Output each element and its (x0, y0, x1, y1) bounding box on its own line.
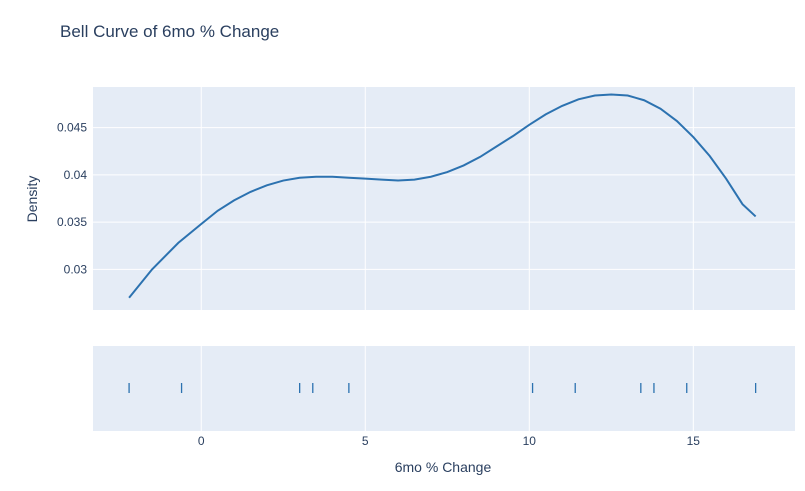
rug-marks (128, 383, 757, 393)
x-tick-label: 15 (687, 434, 701, 448)
y-tick-label: 0.03 (64, 262, 88, 276)
x-axis-ticks: 0 5 10 15 (198, 434, 700, 448)
x-tick-label: 0 (198, 434, 205, 448)
x-tick-label: 10 (523, 434, 537, 448)
y-axis-title: Density (24, 176, 40, 223)
density-plot-area (93, 87, 795, 310)
rug-plot-area (93, 346, 795, 431)
gridlines (93, 87, 795, 431)
density-curve (128, 93, 757, 299)
y-tick-label: 0.035 (57, 215, 87, 229)
y-tick-label: 0.04 (64, 168, 88, 182)
x-axis-title: 6mo % Change (395, 459, 492, 475)
y-axis-ticks: 0.03 0.035 0.04 0.045 (57, 121, 87, 277)
y-tick-label: 0.045 (57, 121, 87, 135)
chart-title: Bell Curve of 6mo % Change (60, 22, 279, 41)
x-tick-label: 5 (362, 434, 369, 448)
